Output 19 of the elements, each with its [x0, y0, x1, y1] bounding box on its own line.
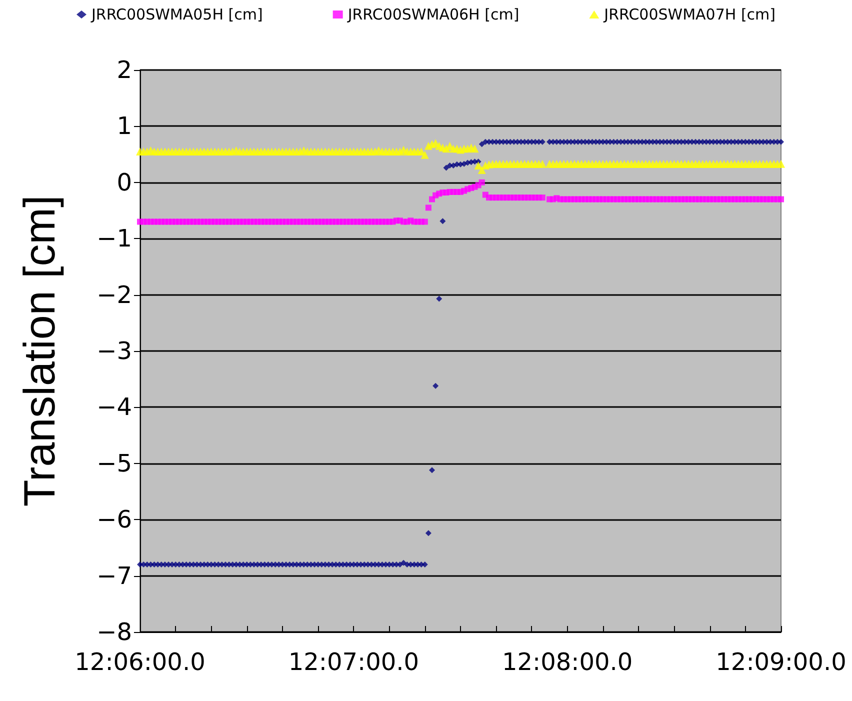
y-axis-title: Translation [cm]: [16, 195, 64, 507]
x-tick-label: 12:08:00.0: [502, 648, 633, 676]
y-tick-label: 1: [116, 112, 132, 140]
legend-label: JRRC00SWMA07H [cm]: [603, 6, 776, 24]
y-tick-label: −5: [96, 449, 132, 478]
y-tick-label: −2: [96, 280, 132, 309]
y-tick-label: −6: [96, 506, 132, 534]
y-tick-label: −7: [96, 562, 132, 590]
y-tick-label: −4: [96, 393, 132, 422]
x-tick-label: 12:07:00.0: [288, 648, 420, 676]
y-tick-label: 2: [116, 56, 132, 84]
legend-label: JRRC00SWMA06H [cm]: [346, 6, 520, 24]
x-tick-label: 12:09:00.0: [716, 648, 846, 676]
y-tick-label: −3: [96, 337, 132, 365]
y-tick-label: −1: [96, 224, 132, 253]
y-tick-label: 0: [116, 168, 132, 196]
y-tick-label: −8: [96, 618, 132, 646]
x-tick-label: 12:06:00.0: [74, 648, 206, 676]
legend-label: JRRC00SWMA05H [cm]: [90, 6, 263, 24]
